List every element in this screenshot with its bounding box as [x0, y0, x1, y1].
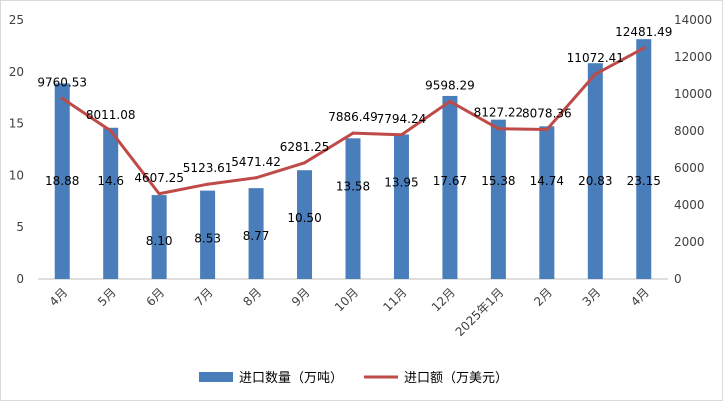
line-point	[593, 72, 597, 76]
x-tick-label: 6月	[143, 285, 167, 309]
line-point	[303, 161, 307, 165]
line-value-label: 5471.42	[231, 155, 281, 169]
y-left-tick-label: 20	[9, 65, 24, 79]
line-value-label: 8011.08	[86, 108, 136, 122]
line-point	[206, 182, 210, 186]
line-point	[399, 133, 403, 137]
line-value-label: 8078.36	[522, 107, 572, 121]
bar	[151, 195, 167, 279]
bar	[248, 188, 264, 279]
y-right-tick-label: 6000	[674, 161, 705, 175]
data-labels: 18.88 14.6 8.10 8.53 8.77 10.50 13.58 13.95 17.6…	[37, 25, 672, 248]
x-tick-label: 12月	[429, 285, 458, 314]
line-point	[157, 192, 161, 196]
line-point	[351, 131, 355, 135]
bar-value-label: 8.10	[146, 234, 173, 248]
x-tick-label: 8月	[240, 285, 264, 309]
bar	[636, 39, 652, 279]
x-tick-label: 9月	[289, 285, 313, 309]
bar-series	[54, 39, 652, 279]
line-point	[254, 176, 258, 180]
y-left-tick-label: 5	[16, 220, 24, 234]
line-point	[642, 46, 646, 50]
x-tick-label: 2月	[531, 285, 555, 309]
bar-value-label: 20.83	[578, 174, 612, 188]
line-point	[109, 129, 113, 133]
bar-value-label: 18.88	[45, 174, 79, 188]
line-point	[496, 127, 500, 131]
bar	[345, 138, 361, 279]
line-value-label: 9760.53	[37, 75, 87, 89]
bar-value-label: 13.95	[384, 175, 418, 189]
x-tick-label: 11月	[380, 285, 409, 314]
x-tick-label: 7月	[192, 285, 216, 309]
bar-value-label: 14.6	[97, 174, 124, 188]
line-series	[60, 46, 646, 196]
y-left-tick-label: 0	[16, 272, 24, 286]
y-left-tick-label: 10	[9, 168, 24, 182]
line-value-label: 4607.25	[134, 171, 184, 185]
bar	[442, 95, 458, 279]
y-left-tick-label: 15	[9, 117, 24, 131]
line-value-label: 7794.24	[377, 112, 427, 126]
y-right-tick-label: 10000	[674, 87, 712, 101]
line-point	[448, 99, 452, 103]
line-value-label: 11072.41	[567, 51, 624, 65]
x-tick-label: 4月	[628, 285, 652, 309]
y-right-tick-label: 0	[674, 272, 682, 286]
line-value-label: 6281.25	[280, 140, 330, 154]
bar	[200, 190, 216, 279]
x-tick-label: 5月	[95, 285, 119, 309]
legend-bar-label: 进口数量（万吨）	[239, 371, 343, 386]
line-point	[545, 128, 549, 132]
bar	[297, 170, 313, 279]
bar	[587, 63, 603, 279]
bar	[54, 83, 70, 279]
bar	[393, 134, 409, 279]
line-value-label: 7886.49	[328, 110, 378, 124]
bar-value-label: 17.67	[433, 174, 467, 188]
bar-value-label: 8.53	[194, 232, 221, 246]
line-value-label: 12481.49	[615, 25, 672, 39]
line-point	[60, 96, 64, 100]
x-tick-label: 10月	[332, 285, 361, 314]
bar-value-label: 8.77	[243, 229, 270, 243]
y-right-tick-label: 2000	[674, 235, 705, 249]
legend: 进口数量（万吨） 进口额（万美元）	[199, 371, 508, 386]
bar-value-label: 13.58	[336, 179, 370, 193]
bar-value-label: 14.74	[530, 174, 564, 188]
x-tick-label: 2025年1月	[453, 285, 507, 339]
y-right-tick-label: 4000	[674, 198, 705, 212]
y-right-tick-label: 8000	[674, 124, 705, 138]
bar	[490, 119, 506, 279]
bar-value-label: 10.50	[287, 211, 321, 225]
line-value-label: 9598.29	[425, 78, 475, 92]
y-left-tick-label: 25	[9, 13, 24, 27]
bar	[539, 126, 555, 279]
bar-value-label: 15.38	[481, 174, 515, 188]
y-right-tick-label: 14000	[674, 13, 712, 27]
line-value-label: 8127.22	[474, 106, 524, 120]
y-right-tick-label: 12000	[674, 50, 712, 64]
bar	[103, 127, 119, 279]
x-tick-label: 3月	[580, 285, 604, 309]
bar-value-label: 23.15	[627, 174, 661, 188]
x-tick-label: 4月	[47, 285, 71, 309]
legend-line-label: 进口额（万美元）	[404, 371, 508, 386]
line-value-label: 5123.61	[183, 161, 233, 175]
legend-bar-swatch	[199, 372, 233, 382]
